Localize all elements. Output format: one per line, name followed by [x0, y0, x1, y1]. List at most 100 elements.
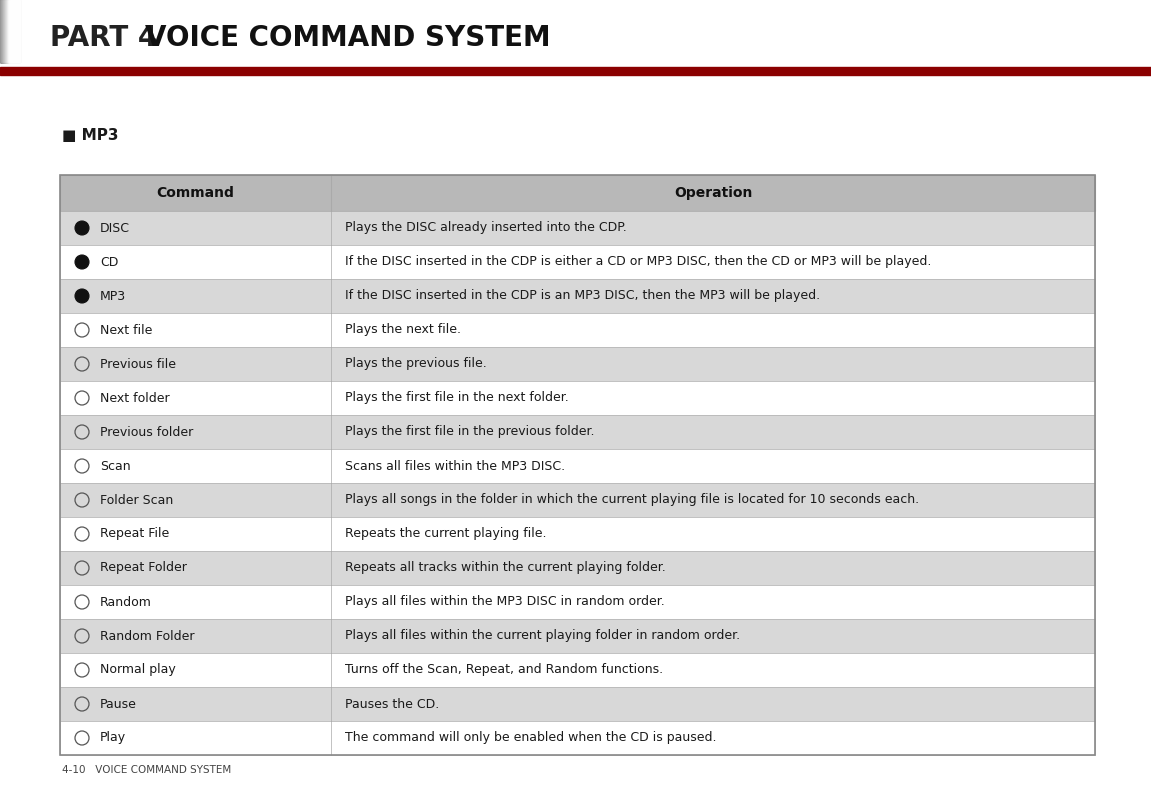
Text: Pauses the CD.: Pauses the CD.	[345, 697, 440, 710]
Text: Plays the first file in the next folder.: Plays the first file in the next folder.	[345, 392, 569, 405]
Text: Plays the previous file.: Plays the previous file.	[345, 358, 487, 370]
Bar	[60, 245, 1095, 279]
Bar	[3, 0, 14, 62]
Text: If the DISC inserted in the CDP is either a CD or MP3 DISC, then the CD or MP3 w: If the DISC inserted in the CDP is eithe…	[345, 255, 931, 268]
Bar	[7, 0, 17, 62]
Bar	[5, 0, 15, 62]
Text: DISC: DISC	[100, 222, 130, 235]
Text: VOICE COMMAND SYSTEM: VOICE COMMAND SYSTEM	[145, 24, 550, 52]
Bar	[7, 0, 17, 62]
Text: 4-10   VOICE COMMAND SYSTEM: 4-10 VOICE COMMAND SYSTEM	[62, 765, 231, 775]
Bar	[2, 0, 13, 62]
Text: Plays all files within the current playing folder in random order.: Plays all files within the current playi…	[345, 630, 740, 642]
Bar	[8, 0, 20, 62]
Bar	[9, 0, 20, 62]
Bar	[0, 0, 12, 62]
Bar	[60, 551, 1095, 585]
Bar	[7, 0, 17, 62]
Text: Random: Random	[100, 595, 152, 609]
Bar	[1, 0, 12, 62]
Bar	[5, 0, 16, 62]
Bar	[60, 211, 1095, 245]
Bar	[8, 0, 18, 62]
Bar	[6, 0, 17, 62]
Bar	[1, 0, 12, 62]
Bar	[0, 67, 1151, 75]
Bar	[6, 0, 16, 62]
Bar	[2, 0, 13, 62]
Bar	[7, 0, 17, 62]
Ellipse shape	[75, 459, 89, 473]
Text: Play: Play	[100, 732, 127, 745]
Text: PART 4: PART 4	[49, 24, 158, 52]
Text: Random Folder: Random Folder	[100, 630, 195, 642]
Bar	[5, 0, 15, 62]
Bar	[7, 0, 17, 62]
Bar	[1, 0, 12, 62]
Bar	[60, 175, 1095, 211]
Text: Pause: Pause	[100, 697, 137, 710]
Text: Scans all files within the MP3 DISC.: Scans all files within the MP3 DISC.	[345, 460, 565, 472]
Bar	[9, 0, 20, 62]
Bar	[9, 0, 20, 62]
Ellipse shape	[75, 391, 89, 405]
Bar	[1, 0, 12, 62]
Bar	[2, 0, 13, 62]
Bar	[7, 0, 17, 62]
Bar	[1, 0, 12, 62]
Bar	[60, 449, 1095, 483]
Bar	[7, 0, 17, 62]
Bar	[8, 0, 18, 62]
Bar	[6, 0, 16, 62]
Bar	[6, 0, 16, 62]
Bar	[5, 0, 15, 62]
Text: Repeat Folder: Repeat Folder	[100, 562, 186, 575]
Text: CD: CD	[100, 255, 119, 268]
Bar	[1, 0, 12, 62]
Bar	[60, 415, 1095, 449]
Bar	[60, 585, 1095, 619]
Bar	[6, 0, 16, 62]
Bar	[9, 0, 20, 62]
Bar	[9, 0, 20, 62]
Bar	[9, 0, 20, 62]
Text: Repeat File: Repeat File	[100, 527, 169, 540]
Bar	[1, 0, 12, 62]
Text: Normal play: Normal play	[100, 663, 176, 677]
Bar	[0, 0, 12, 62]
Ellipse shape	[75, 663, 89, 677]
Bar	[5, 0, 15, 62]
Bar	[2, 0, 13, 62]
Bar	[8, 0, 18, 62]
Bar	[6, 0, 16, 62]
Bar	[1, 0, 13, 62]
Bar	[2, 0, 13, 62]
Bar	[0, 0, 10, 62]
Bar	[3, 0, 14, 62]
Bar	[6, 0, 16, 62]
Bar	[6, 0, 16, 62]
Bar	[60, 721, 1095, 755]
Bar	[7, 0, 17, 62]
Bar	[6, 0, 17, 62]
Bar	[60, 483, 1095, 517]
Bar	[6, 0, 16, 62]
Bar	[6, 0, 16, 62]
Bar	[3, 0, 14, 62]
Text: Command: Command	[157, 186, 235, 200]
Text: Plays the first file in the previous folder.: Plays the first file in the previous fol…	[345, 425, 595, 438]
Bar	[3, 0, 14, 62]
Text: Folder Scan: Folder Scan	[100, 493, 174, 507]
Bar	[7, 0, 17, 62]
Bar	[5, 0, 15, 62]
Bar	[9, 0, 20, 62]
Bar	[2, 0, 14, 62]
Bar	[1, 0, 12, 62]
Bar	[5, 0, 15, 62]
Bar	[60, 279, 1095, 313]
Text: If the DISC inserted in the CDP is an MP3 DISC, then the MP3 will be played.: If the DISC inserted in the CDP is an MP…	[345, 290, 821, 302]
Ellipse shape	[75, 493, 89, 507]
Bar	[9, 0, 20, 62]
Bar	[5, 0, 15, 62]
Bar	[1, 0, 12, 62]
